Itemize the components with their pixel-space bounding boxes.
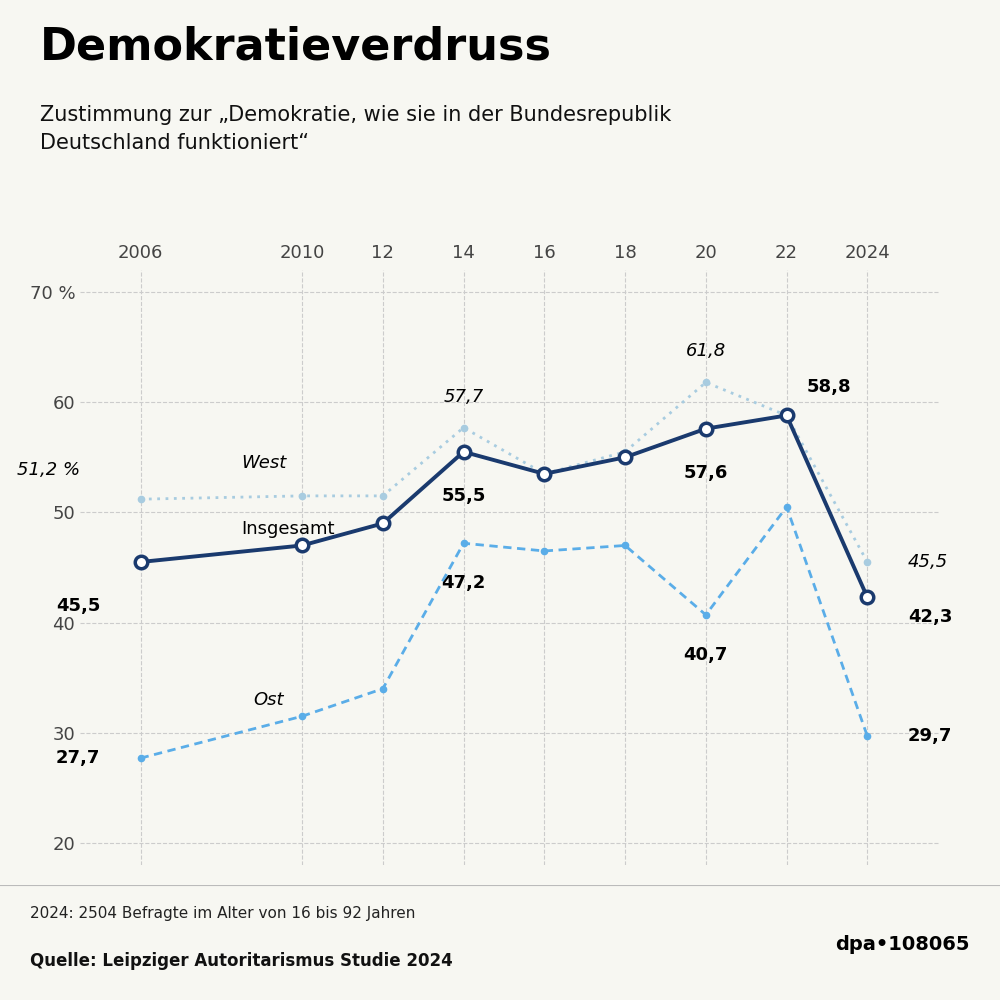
Text: 2024: 2504 Befragte im Alter von 16 bis 92 Jahren: 2024: 2504 Befragte im Alter von 16 bis … <box>30 906 415 921</box>
Text: Demokratieverdruss: Demokratieverdruss <box>40 25 552 68</box>
Text: 51,2 %: 51,2 % <box>17 461 80 479</box>
Text: dpa•108065: dpa•108065 <box>836 935 970 954</box>
Text: 40,7: 40,7 <box>684 646 728 664</box>
Text: 47,2: 47,2 <box>441 574 486 592</box>
Text: Quelle: Leipziger Autoritarismus Studie 2024: Quelle: Leipziger Autoritarismus Studie … <box>30 952 453 970</box>
Text: 55,5: 55,5 <box>441 487 486 505</box>
Text: 57,7: 57,7 <box>443 388 484 406</box>
Text: Insgesamt: Insgesamt <box>242 520 335 538</box>
Text: 42,3: 42,3 <box>908 608 952 626</box>
Text: 27,7: 27,7 <box>56 749 100 767</box>
Text: Ost: Ost <box>254 691 284 709</box>
Text: 57,6: 57,6 <box>684 464 728 482</box>
Text: 58,8: 58,8 <box>807 378 851 396</box>
Text: 45,5: 45,5 <box>908 553 948 571</box>
Text: 45,5: 45,5 <box>56 597 100 615</box>
Text: 61,8: 61,8 <box>686 342 726 360</box>
Text: 29,7: 29,7 <box>908 727 952 745</box>
Text: Zustimmung zur „Demokratie, wie sie in der Bundesrepublik
Deutschland funktionie: Zustimmung zur „Demokratie, wie sie in d… <box>40 105 671 153</box>
Text: West: West <box>242 454 287 472</box>
